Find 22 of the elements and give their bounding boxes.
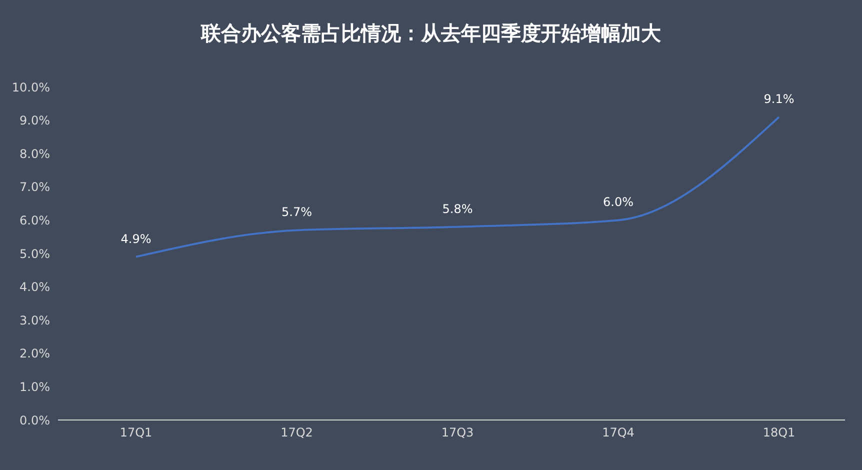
x-tick-label: 17Q3 xyxy=(441,426,474,440)
y-tick-label: 9.0% xyxy=(20,114,50,128)
y-tick-label: 4.0% xyxy=(20,280,50,294)
data-label: 9.1% xyxy=(764,92,794,106)
data-label: 5.8% xyxy=(442,202,473,216)
x-tick-label: 17Q4 xyxy=(602,426,634,440)
data-label: 4.9% xyxy=(120,232,152,246)
data-label: 6.0% xyxy=(603,195,634,210)
y-tick-label: 7.0% xyxy=(20,180,50,194)
x-tick-label: 18Q1 xyxy=(762,426,796,440)
y-tick-label: 1.0% xyxy=(20,380,50,394)
x-tick-label: 17Q2 xyxy=(280,426,313,440)
chart-title: 联合办公客需占比情况：从去年四季度开始增幅加大 xyxy=(200,20,662,47)
y-tick-label: 3.0% xyxy=(20,313,50,328)
x-tick-label: 17Q1 xyxy=(120,426,152,440)
y-tick-label: 2.0% xyxy=(20,346,50,361)
data-label: 5.7% xyxy=(282,205,312,220)
y-tick-label: 5.0% xyxy=(20,246,50,261)
y-tick-label: 6.0% xyxy=(20,213,50,228)
y-tick-label: 10.0% xyxy=(12,80,50,94)
y-tick-label: 0.0% xyxy=(20,413,50,428)
y-tick-label: 8.0% xyxy=(20,146,50,161)
